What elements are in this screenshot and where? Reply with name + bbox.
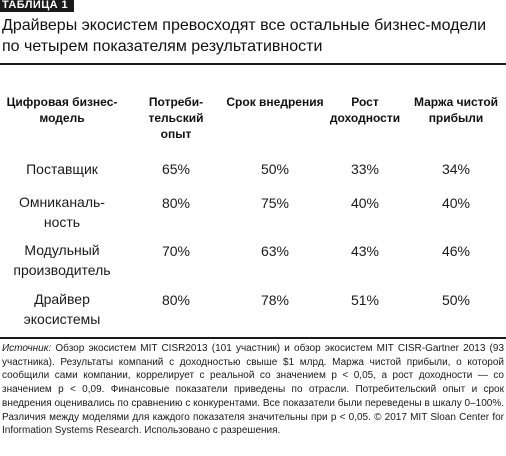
header-time-to-market: Срок внедрения [225, 94, 325, 110]
row-name-supplier: Поставщик [26, 161, 98, 177]
header-net-margin-label: Маржа чистой прибыли [413, 95, 499, 125]
table-cell: 80% [161, 292, 191, 308]
table-cell: 34% [441, 161, 471, 177]
header-consumer-experience: Потреби- тельский опыт [137, 94, 215, 142]
header-consumer-experience-label: Потреби- тельский опыт [148, 95, 204, 141]
row-name-omnichannel: Омниканаль- ность [19, 194, 105, 230]
table-cell: 63% [260, 243, 290, 259]
table-title: Драйверы экосистем превосходят все остал… [2, 17, 487, 55]
table-label: ТАБЛИЦА 1 [0, 0, 74, 12]
source-note: Источник: Обзор экосистем MIT CISR2013 (… [2, 342, 504, 438]
source-text: Обзор экосистем MIT CISR2013 (101 участн… [2, 343, 505, 437]
table-cell: 40% [441, 195, 471, 211]
header-revenue-growth: Рост доходности [323, 94, 407, 126]
source-label: Источник: [2, 343, 52, 354]
header-business-model: Цифровая бизнес-модель [0, 94, 124, 126]
top-rule [0, 63, 506, 65]
table-cell: 75% [260, 195, 290, 211]
table-cell: 33% [350, 161, 380, 177]
header-net-margin: Маржа чистой прибыли [406, 94, 506, 126]
header-time-to-market-label: Срок внедрения [226, 95, 324, 109]
table-cell: 50% [441, 292, 471, 308]
header-business-model-label: Цифровая бизнес-модель [6, 95, 118, 125]
table-label-bar: ТАБЛИЦА 1 [0, 0, 74, 12]
row-name-modular-producer: Модульный производитель [13, 242, 111, 278]
header-revenue-growth-label: Рост доходности [329, 95, 401, 125]
table-cell: 46% [441, 243, 471, 259]
bottom-rule [0, 337, 506, 339]
table-cell: 78% [260, 292, 290, 308]
table-cell: 70% [161, 243, 191, 259]
table-cell: 65% [161, 161, 191, 177]
table-cell: 50% [260, 161, 290, 177]
table-cell: 51% [350, 292, 380, 308]
table-cell: 43% [350, 243, 380, 259]
table-cell: 40% [350, 195, 380, 211]
row-name-ecosystem-driver: Драйвер экосистемы [23, 291, 101, 327]
table-cell: 80% [161, 195, 191, 211]
